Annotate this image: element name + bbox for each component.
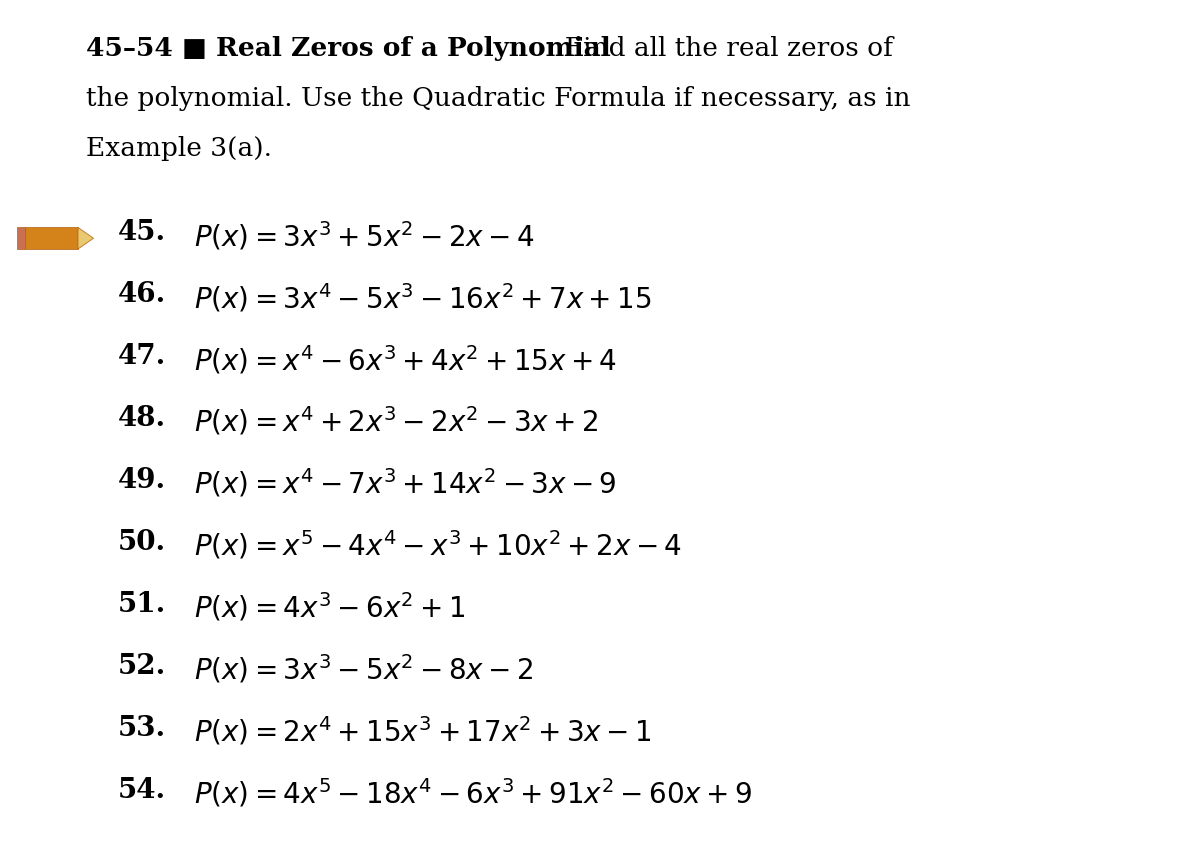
Text: 48.: 48. — [118, 405, 166, 432]
Text: $P(x) = 3x^3 - 5x^2 - 8x - 2$: $P(x) = 3x^3 - 5x^2 - 8x - 2$ — [194, 653, 534, 685]
Text: $P(x) = 3x^3 + 5x^2 - 2x - 4$: $P(x) = 3x^3 + 5x^2 - 2x - 4$ — [194, 219, 535, 252]
Text: $P(x) = 4x^5 - 18x^4 - 6x^3 + 91x^2 - 60x + 9$: $P(x) = 4x^5 - 18x^4 - 6x^3 + 91x^2 - 60… — [194, 777, 752, 809]
Text: 45–54 ■ Real Zeros of a Polynomial: 45–54 ■ Real Zeros of a Polynomial — [86, 36, 611, 61]
Text: $P(x) = x^4 + 2x^3 - 2x^2 - 3x + 2$: $P(x) = x^4 + 2x^3 - 2x^2 - 3x + 2$ — [194, 405, 599, 438]
Text: 52.: 52. — [118, 653, 166, 679]
Text: 49.: 49. — [118, 467, 166, 494]
Text: $P(x) = x^5 - 4x^4 - x^3 + 10x^2 + 2x - 4$: $P(x) = x^5 - 4x^4 - x^3 + 10x^2 + 2x - … — [194, 529, 683, 562]
Text: $P(x) = x^4 - 7x^3 + 14x^2 - 3x - 9$: $P(x) = x^4 - 7x^3 + 14x^2 - 3x - 9$ — [194, 467, 617, 500]
Text: 51.: 51. — [118, 591, 166, 617]
Text: 50.: 50. — [118, 529, 166, 556]
Polygon shape — [18, 228, 25, 249]
Text: the polynomial. Use the Quadratic Formula if necessary, as in: the polynomial. Use the Quadratic Formul… — [86, 86, 911, 111]
Text: Find all the real zeros of: Find all the real zeros of — [548, 36, 893, 61]
Text: 47.: 47. — [118, 343, 166, 370]
Text: $P(x) = 4x^3 - 6x^2 + 1$: $P(x) = 4x^3 - 6x^2 + 1$ — [194, 591, 466, 624]
Text: 45.: 45. — [118, 219, 166, 246]
Text: 54.: 54. — [118, 777, 166, 803]
Text: 53.: 53. — [118, 715, 166, 741]
Polygon shape — [78, 228, 94, 249]
Text: $P(x) = 3x^4 - 5x^3 - 16x^2 + 7x + 15$: $P(x) = 3x^4 - 5x^3 - 16x^2 + 7x + 15$ — [194, 281, 652, 314]
Text: $P(x) = x^4 - 6x^3 + 4x^2 + 15x + 4$: $P(x) = x^4 - 6x^3 + 4x^2 + 15x + 4$ — [194, 343, 617, 376]
Polygon shape — [25, 228, 78, 249]
Text: Example 3(a).: Example 3(a). — [86, 136, 272, 161]
Text: 46.: 46. — [118, 281, 166, 308]
Text: $P(x) = 2x^4 + 15x^3 + 17x^2 + 3x - 1$: $P(x) = 2x^4 + 15x^3 + 17x^2 + 3x - 1$ — [194, 715, 652, 747]
